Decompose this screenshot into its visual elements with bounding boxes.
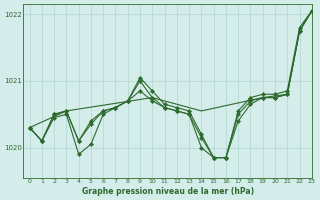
X-axis label: Graphe pression niveau de la mer (hPa): Graphe pression niveau de la mer (hPa): [82, 187, 254, 196]
